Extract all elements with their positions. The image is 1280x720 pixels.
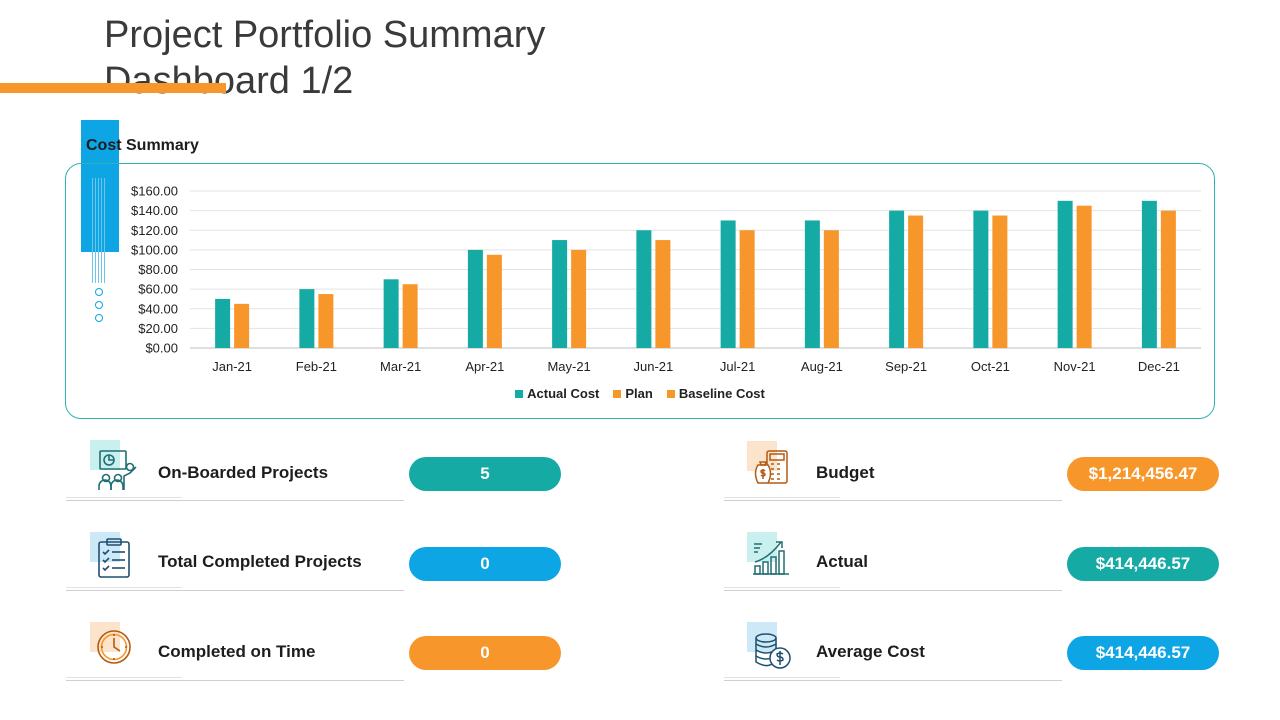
legend-label: Plan	[625, 386, 653, 401]
divider	[66, 677, 182, 678]
bar-actual-cost	[1141, 200, 1157, 348]
bar-actual-cost	[1057, 200, 1073, 348]
legend-item-actual-cost: Actual Cost	[515, 386, 599, 401]
y-tick-label: $100.00	[131, 242, 178, 257]
chart-legend: Actual Cost Plan Baseline Cost	[0, 386, 1280, 401]
bar-actual-cost	[467, 249, 483, 348]
accent-dot	[95, 314, 103, 322]
y-tick-label: $80.00	[138, 262, 178, 277]
page-title: Project Portfolio Summary Dashboard 1/2	[104, 14, 546, 102]
total-completed-projects-value: 0	[409, 547, 561, 581]
title-underline-bar	[0, 83, 226, 93]
divider	[724, 590, 1062, 591]
y-tick-label: $0.00	[145, 341, 178, 356]
bar-actual-cost	[552, 240, 568, 348]
bar-plan	[1076, 205, 1092, 348]
x-tick-label: Jan-21	[212, 359, 252, 374]
legend-label: Actual Cost	[527, 386, 600, 401]
divider	[724, 680, 1062, 681]
legend-swatch	[666, 389, 675, 398]
x-tick-label: Nov-21	[1054, 359, 1096, 374]
cost-summary-label: Cost Summary	[86, 137, 199, 154]
bar-actual-cost	[889, 210, 905, 348]
bar-actual-cost	[720, 220, 736, 348]
bar-plan	[655, 240, 671, 348]
bar-plan	[1160, 210, 1176, 348]
icon-highlight	[90, 440, 120, 470]
y-tick-label: $120.00	[131, 223, 178, 238]
y-tick-label: $40.00	[138, 301, 178, 316]
bar-actual-cost	[215, 298, 231, 348]
coins-icon	[755, 633, 791, 669]
x-tick-label: Dec-21	[1138, 359, 1180, 374]
bar-actual-cost	[383, 279, 399, 348]
bar-actual-cost	[636, 230, 652, 348]
x-tick-label: May-21	[547, 359, 590, 374]
icon-highlight	[90, 532, 120, 562]
accent-lines	[92, 178, 108, 283]
bar-plan	[823, 230, 839, 348]
divider	[66, 497, 182, 498]
x-tick-label: Aug-21	[801, 359, 843, 374]
bar-plan	[486, 254, 502, 348]
chart-frame	[65, 163, 1215, 419]
completed-on-time-value: 0	[409, 636, 561, 670]
divider	[66, 587, 182, 588]
accent-block	[81, 120, 119, 252]
y-tick-label: $20.00	[138, 321, 178, 336]
legend-item-baseline-cost: Baseline Cost	[666, 386, 765, 401]
onboarded-projects-label: On-Boarded Projects	[158, 463, 329, 482]
x-tick-label: Oct-21	[971, 359, 1010, 374]
bar-plan	[318, 294, 334, 348]
x-tick-label: Jul-21	[720, 359, 755, 374]
bar-actual-cost	[973, 210, 989, 348]
money-calculator-icon	[754, 450, 788, 484]
total-completed-projects-label: Total Completed Projects	[158, 552, 362, 571]
bar-plan	[234, 303, 250, 348]
x-tick-label: Sep-21	[885, 359, 927, 374]
growth-chart-icon	[753, 541, 789, 575]
cost-summary-chart: $0.00 $20.00 $40.00 $60.00 $80.00 $100.00 $120…	[131, 184, 1201, 374]
divider	[724, 500, 1062, 501]
budget-value: $1,214,456.47	[1067, 457, 1219, 491]
completed-on-time-label: Completed on Time	[158, 642, 316, 661]
divider	[66, 500, 404, 501]
actual-value: $414,446.57	[1067, 547, 1219, 581]
bar-plan	[908, 215, 924, 348]
y-tick-label: $60.00	[138, 282, 178, 297]
legend-swatch	[613, 389, 622, 398]
bar-actual-cost	[299, 289, 315, 348]
x-tick-label: Feb-21	[296, 359, 337, 374]
bar-actual-cost	[804, 220, 820, 348]
bar-plan	[402, 284, 418, 348]
accent-dot	[95, 288, 103, 296]
legend-item-plan: Plan	[613, 386, 653, 401]
x-tick-label: Jun-21	[634, 359, 674, 374]
legend-label: Baseline Cost	[678, 386, 765, 401]
bar-plan	[992, 215, 1008, 348]
divider	[66, 590, 404, 591]
legend-swatch	[515, 389, 524, 398]
divider	[66, 680, 404, 681]
x-tick-label: Mar-21	[380, 359, 421, 374]
divider	[724, 677, 840, 678]
bar-plan	[739, 230, 755, 348]
presentation-team-icon	[98, 450, 137, 490]
checklist-icon	[98, 538, 130, 578]
y-tick-label: $160.00	[131, 184, 178, 199]
bar-plan	[571, 249, 587, 348]
x-tick-label: Apr-21	[465, 359, 504, 374]
onboarded-projects-value: 5	[409, 457, 561, 491]
divider	[724, 587, 840, 588]
average-cost-value: $414,446.57	[1067, 636, 1219, 670]
divider	[724, 497, 840, 498]
y-tick-label: $140.00	[131, 203, 178, 218]
clock-icon	[97, 630, 131, 664]
accent-dot	[95, 301, 103, 309]
actual-label: Actual	[816, 552, 868, 571]
budget-label: Budget	[816, 463, 875, 482]
average-cost-label: Average Cost	[816, 642, 925, 661]
